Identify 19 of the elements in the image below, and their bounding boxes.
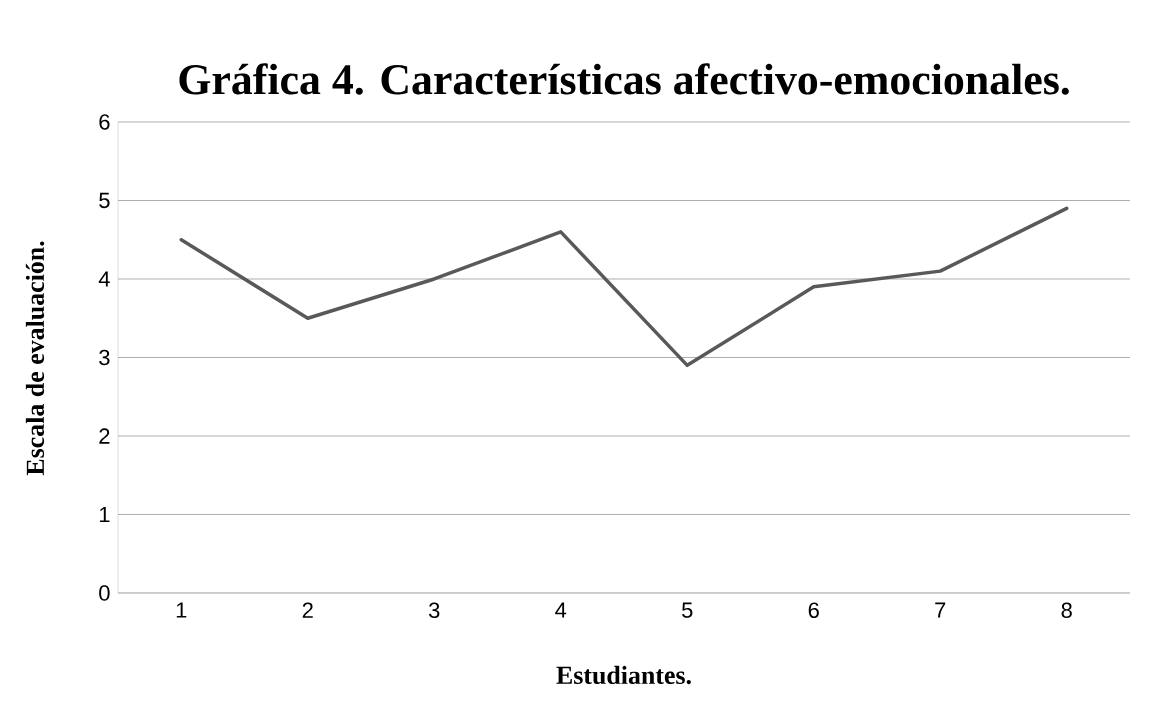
x-tick-label: 3 bbox=[428, 602, 440, 619]
y-tick-label: 0 bbox=[99, 585, 110, 601]
x-tick-label: 4 bbox=[555, 602, 567, 618]
x-tick-label: 1 bbox=[176, 602, 187, 618]
y-tick-label: 6 bbox=[99, 114, 110, 130]
y-tick-label: 1 bbox=[99, 506, 110, 523]
x-tick-label: 5 bbox=[682, 602, 693, 618]
x-tick-label: 7 bbox=[935, 602, 946, 618]
x-tick-label: 8 bbox=[1061, 602, 1072, 619]
y-tick-label: 3 bbox=[99, 349, 110, 366]
y-tick-label: 4 bbox=[98, 271, 110, 287]
line-series bbox=[179, 206, 1069, 368]
y-tick-label: 2 bbox=[99, 428, 110, 444]
y-tick-label: 5 bbox=[99, 192, 110, 209]
y-axis-title: Escala de evaluación. bbox=[25, 241, 45, 476]
x-tick-label: 6 bbox=[808, 602, 819, 619]
x-tick-label: 2 bbox=[302, 602, 313, 618]
x-axis-title: Estudiantes. bbox=[556, 665, 691, 685]
chart-title: Gráfica 4. Características afectivo-emocionales. bbox=[179, 63, 1069, 95]
